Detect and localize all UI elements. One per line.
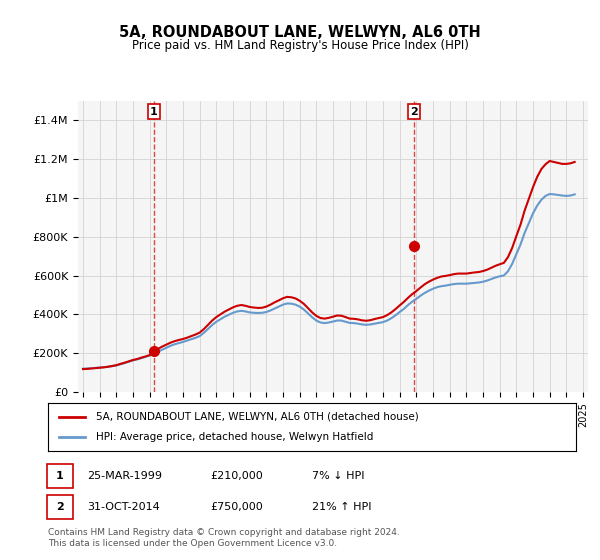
Text: Contains HM Land Registry data © Crown copyright and database right 2024.
This d: Contains HM Land Registry data © Crown c…: [48, 528, 400, 548]
Text: 7% ↓ HPI: 7% ↓ HPI: [312, 471, 365, 481]
Text: 1: 1: [56, 471, 64, 481]
Text: 25-MAR-1999: 25-MAR-1999: [87, 471, 162, 481]
Text: £210,000: £210,000: [210, 471, 263, 481]
Text: 2: 2: [410, 106, 418, 116]
Text: 5A, ROUNDABOUT LANE, WELWYN, AL6 0TH (detached house): 5A, ROUNDABOUT LANE, WELWYN, AL6 0TH (de…: [95, 412, 418, 422]
Text: 2: 2: [56, 502, 64, 512]
Text: Price paid vs. HM Land Registry's House Price Index (HPI): Price paid vs. HM Land Registry's House …: [131, 39, 469, 52]
Text: HPI: Average price, detached house, Welwyn Hatfield: HPI: Average price, detached house, Welw…: [95, 432, 373, 442]
Text: 21% ↑ HPI: 21% ↑ HPI: [312, 502, 371, 512]
Text: £750,000: £750,000: [210, 502, 263, 512]
Text: 1: 1: [150, 106, 158, 116]
Text: 5A, ROUNDABOUT LANE, WELWYN, AL6 0TH: 5A, ROUNDABOUT LANE, WELWYN, AL6 0TH: [119, 25, 481, 40]
Text: 31-OCT-2014: 31-OCT-2014: [87, 502, 160, 512]
